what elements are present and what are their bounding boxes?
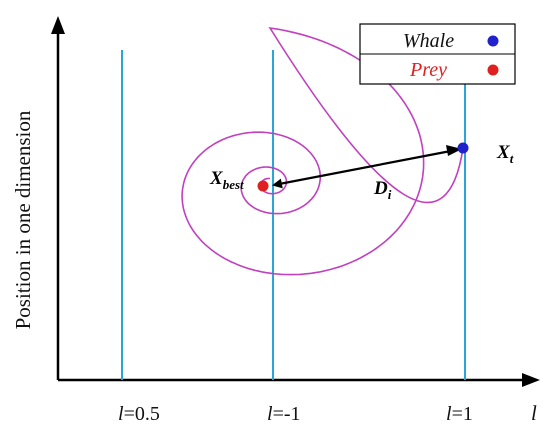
legend-whale-dot	[487, 35, 499, 47]
tick-value: =0.5	[124, 403, 160, 425]
tick-label-1: l=1	[446, 403, 473, 425]
y-axis-arrow-icon	[51, 16, 65, 34]
x-axis-label: l	[531, 401, 537, 425]
xbest-sub: best	[223, 177, 244, 192]
whale-point	[457, 142, 469, 154]
xbest-label: Xbest	[209, 168, 244, 192]
y-axis-label: Position in one dimension	[11, 110, 35, 329]
tick-var: l	[267, 403, 273, 425]
tick-label-neg1: l=-1	[267, 403, 301, 425]
distance-arrow-tail-icon	[446, 145, 462, 156]
legend: Whale Prey	[359, 23, 516, 85]
xt-label: Xt	[496, 142, 514, 166]
xt-sub: t	[510, 151, 514, 166]
prey-point	[257, 180, 269, 192]
di-main: D	[373, 178, 388, 199]
x-axis-arrow-icon	[522, 373, 540, 387]
xt-main: X	[496, 142, 511, 163]
distance-arrow	[272, 148, 457, 189]
tick-var: l	[118, 403, 124, 425]
tick-label-0.5: l=0.5	[118, 403, 160, 425]
di-sub: i	[388, 187, 392, 202]
di-label: Di	[373, 178, 392, 202]
tick-var: l	[446, 403, 452, 425]
tick-value: =-1	[273, 403, 301, 425]
xbest-main: X	[209, 168, 224, 189]
legend-prey-dot	[487, 64, 499, 76]
tick-value: =1	[452, 403, 473, 425]
legend-whale-label: Whale	[403, 30, 454, 52]
spiral-path	[181, 26, 464, 276]
legend-prey-label: Prey	[409, 59, 447, 81]
